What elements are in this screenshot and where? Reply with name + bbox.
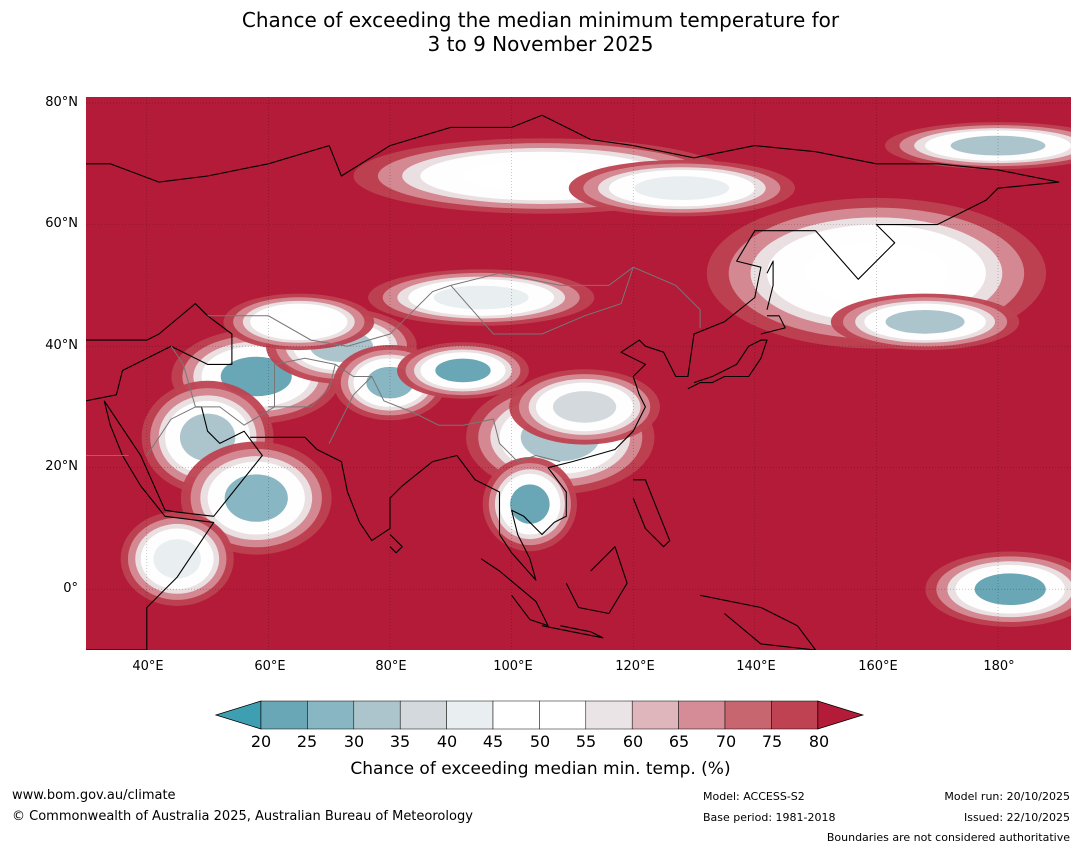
lat-label-40n: 40°N (45, 338, 78, 353)
colorbar-segment (260, 700, 308, 730)
coastlines (86, 114, 1060, 650)
footer-copyright: © Commonwealth of Australia 2025, Austra… (12, 809, 473, 824)
colorbar-segment (539, 700, 587, 730)
colorbar-segment (353, 700, 401, 730)
colorbar-tick-75: 75 (761, 732, 783, 751)
graticule (86, 97, 1071, 650)
colorbar-segment (399, 700, 447, 730)
probability-region (830, 293, 1020, 351)
colorbar-segment (492, 700, 540, 730)
footer-issued: Issued: 22/10/2025 (963, 811, 1070, 824)
probability-region (397, 342, 529, 399)
footer-boundaries: Boundaries are not considered authoritat… (826, 831, 1070, 844)
lon-label-140e: 140°E (736, 659, 776, 674)
colorbar-segment (446, 700, 494, 730)
colorbar-tick-55: 55 (575, 732, 597, 751)
colorbar-tick-70: 70 (715, 732, 737, 751)
colorbar-tick-30: 30 (343, 732, 365, 751)
colorbar-segment (678, 700, 726, 730)
lon-label-40e: 40°E (132, 659, 164, 674)
footer-model-run: Model run: 20/10/2025 (944, 790, 1070, 803)
colorbar-label: Chance of exceeding median min. temp. (%… (350, 759, 731, 779)
probability-region (482, 457, 577, 552)
colorbar-segment (771, 700, 819, 730)
lon-label-100e: 100°E (493, 659, 533, 674)
colorbar-segment (631, 700, 679, 730)
lat-label-0: 0° (63, 581, 78, 596)
colorbar-segment (585, 700, 633, 730)
colorbar-tick-50: 50 (529, 732, 551, 751)
colorbar-segment (724, 700, 772, 730)
colorbar-tick-20: 20 (250, 732, 272, 751)
lon-label-180: 180° (983, 659, 1015, 674)
colorbar-tick-80: 80 (808, 732, 830, 751)
probability-region (333, 344, 447, 421)
colorbar-extend-high (817, 700, 865, 730)
footer-model: Model: ACCESS-S2 (703, 790, 805, 803)
colorbar-tick-35: 35 (389, 732, 411, 751)
lat-label-60n: 60°N (45, 216, 78, 231)
country-boundaries (86, 266, 701, 463)
probability-region (568, 159, 795, 217)
forecast-map (86, 97, 1071, 650)
probability-region (223, 293, 375, 351)
footer-url[interactable]: www.bom.gov.au/climate (12, 788, 176, 803)
colorbar-tick-60: 60 (622, 732, 644, 751)
probability-region (884, 122, 1071, 170)
lon-label-80e: 80°E (375, 659, 407, 674)
probability-region (180, 441, 332, 555)
colorbar-tick-25: 25 (296, 732, 318, 751)
lat-label-20n: 20°N (45, 459, 78, 474)
lon-label-60e: 60°E (254, 659, 286, 674)
colorbar-tick-65: 65 (668, 732, 690, 751)
map-canvas (86, 97, 1071, 650)
map-title: Chance of exceeding the median minimum t… (0, 8, 1081, 56)
colorbar-tick-40: 40 (436, 732, 458, 751)
title-line-2: 3 to 9 November 2025 (427, 32, 654, 56)
colorbar-tick-45: 45 (482, 732, 504, 751)
probability-region (120, 511, 234, 606)
title-line-1: Chance of exceeding the median minimum t… (241, 8, 840, 32)
colorbar-extend-low (214, 700, 262, 730)
probability-region (368, 269, 595, 326)
probability-region (509, 369, 660, 445)
lat-label-80n: 80°N (45, 95, 78, 110)
probability-region (925, 551, 1071, 627)
lon-label-160e: 160°E (858, 659, 898, 674)
footer-base-period: Base period: 1981-2018 (703, 811, 836, 824)
lon-label-120e: 120°E (615, 659, 655, 674)
colorbar (214, 700, 865, 730)
colorbar-segment (307, 700, 355, 730)
